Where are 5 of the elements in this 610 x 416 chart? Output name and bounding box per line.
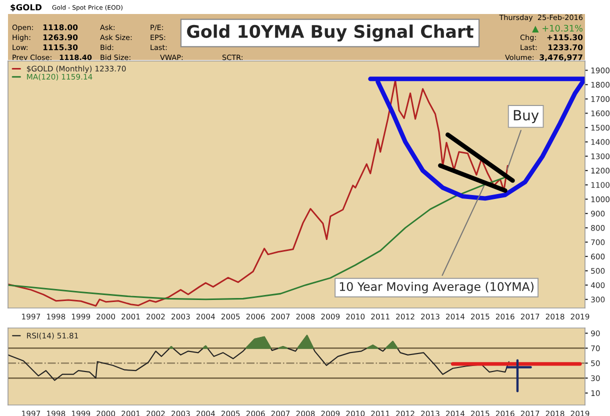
annotation: Buy bbox=[514, 110, 539, 124]
text: $GOLD bbox=[10, 4, 42, 12]
chart-title: Gold 10YMA Buy Signal Chart bbox=[187, 24, 474, 42]
annotation: 10 Year Moving Average (10YMA) bbox=[340, 282, 534, 294]
text: ▲ +10.31% bbox=[532, 24, 583, 33]
